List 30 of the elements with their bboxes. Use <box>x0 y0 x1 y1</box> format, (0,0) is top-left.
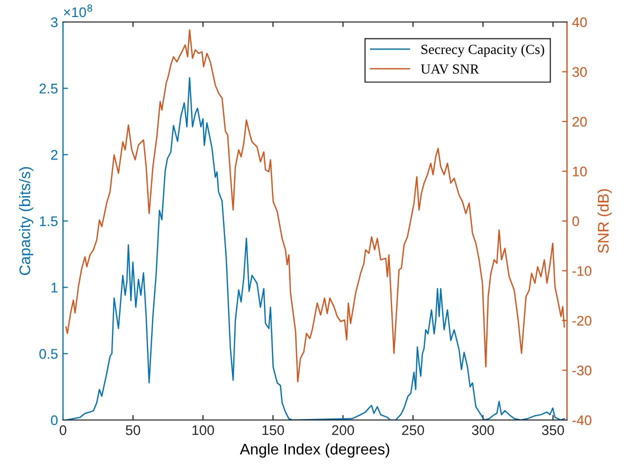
x-tick-label: 250 <box>402 425 424 436</box>
x-tick-label: 300 <box>472 425 494 436</box>
y2-tick-label: 10 <box>572 166 587 176</box>
y-tick-label: 2.5 <box>40 84 58 94</box>
x-tick-label: 50 <box>126 425 140 436</box>
y-tick-label: 0 <box>50 415 58 426</box>
y2-tick-label: 30 <box>572 67 587 77</box>
x-tick-label: 150 <box>262 425 284 436</box>
y-tick-label: 1 <box>51 282 58 292</box>
y-tick-label: 0.5 <box>39 349 58 359</box>
y-tick-label: 1.5 <box>40 216 58 226</box>
y2-tick-label: 40 <box>572 17 587 28</box>
x-axis-title: Angle Index (degrees) <box>240 443 390 458</box>
legend-label: UAV SNR <box>420 64 480 74</box>
legend-label: Secrecy Capacity (Cs) <box>422 44 544 57</box>
y2-tick-label: -30 <box>572 366 592 376</box>
x-tick-label: 350 <box>542 425 564 436</box>
y2-tick-label: -10 <box>572 266 592 276</box>
y2-tick-label: -40 <box>572 415 592 426</box>
y-tick-label: 2 <box>51 150 58 160</box>
x-tick-label: 200 <box>332 425 354 436</box>
x-tick-label: 0 <box>60 425 66 436</box>
y2-tick-label: 20 <box>572 116 587 127</box>
y2-tick-label: 0 <box>572 216 580 226</box>
text: ×10$^{8}$ <box>64 4 92 18</box>
y2-tick-label: -20 <box>572 316 592 326</box>
x-tick-label: 100 <box>192 425 214 436</box>
y2-axis-title: SNR (dB) <box>597 189 612 253</box>
y-axis-title: Capacity (bits/s) <box>19 167 34 275</box>
y-tick-label: 3 <box>50 17 58 28</box>
